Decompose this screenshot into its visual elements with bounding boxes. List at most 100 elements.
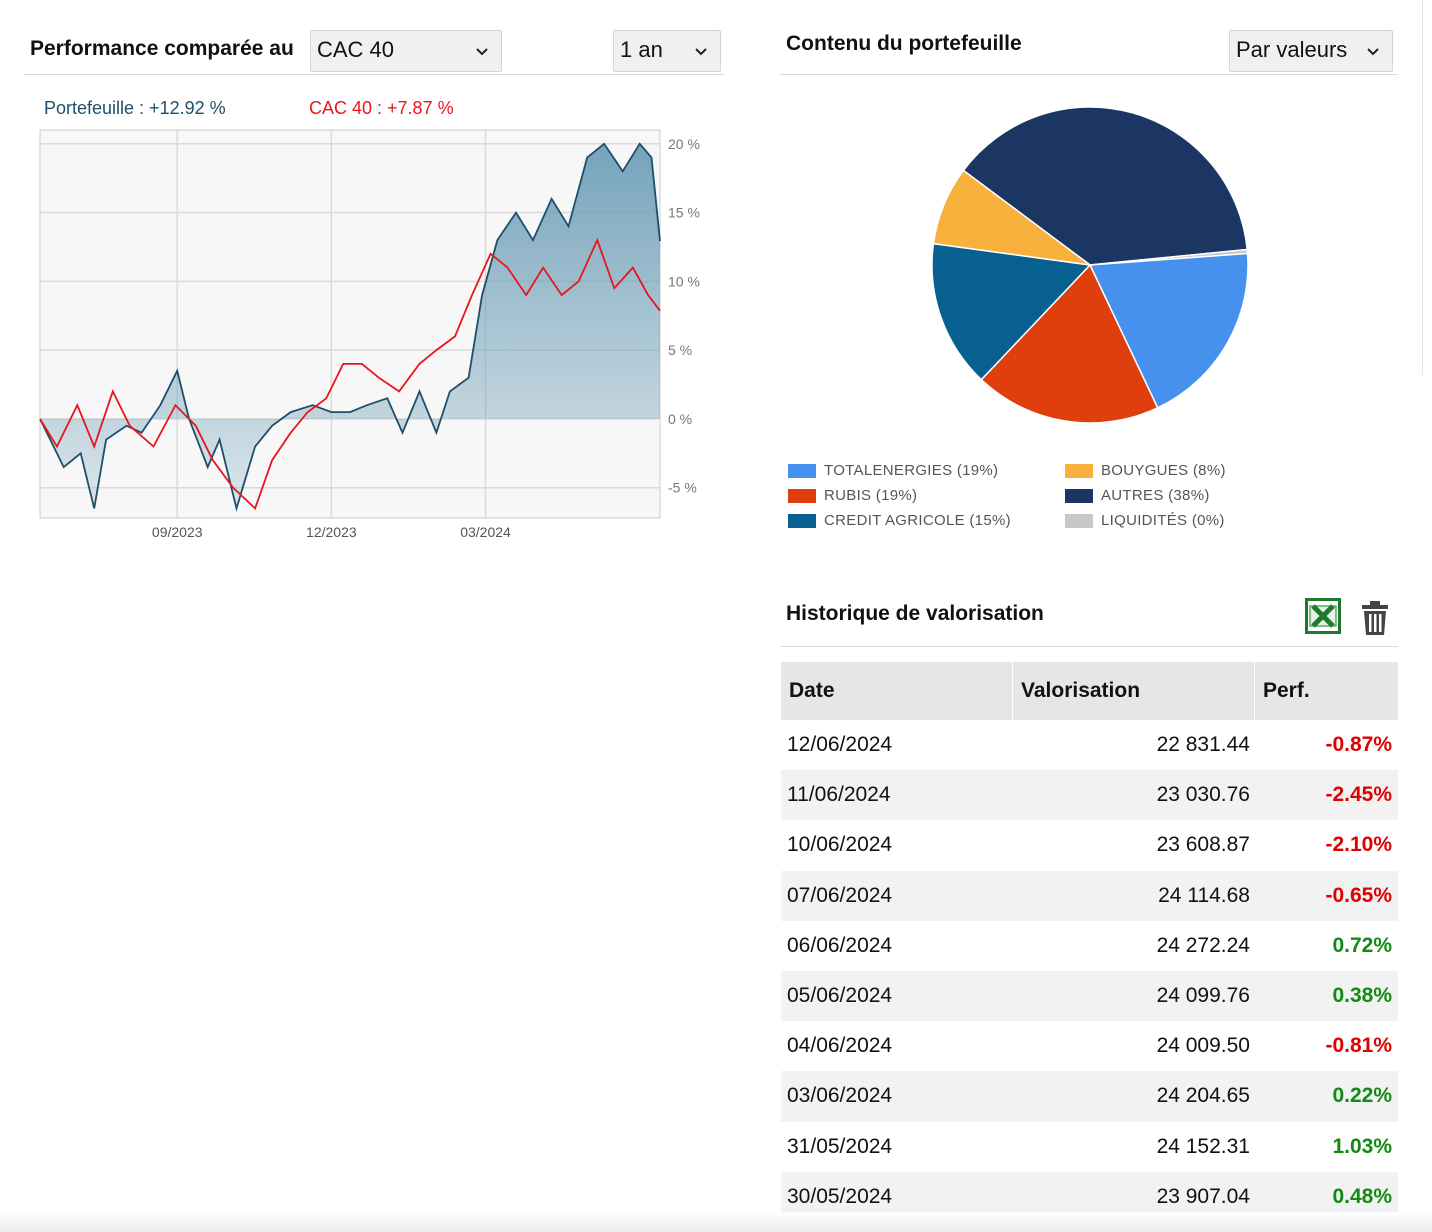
- table-row: 31/05/2024 24 152.31 1.03%: [781, 1122, 1398, 1172]
- y-tick-label: 5 %: [668, 342, 692, 358]
- legend-label: CREDIT AGRICOLE (15%): [824, 512, 1011, 529]
- legend-swatch: [788, 463, 816, 478]
- legend-item: AUTRES (38%): [1065, 487, 1210, 504]
- performance-header: Performance comparée au CAC 40 1 an: [24, 28, 724, 75]
- cell-perf: -0.87%: [1325, 733, 1392, 756]
- chevron-down-icon: [476, 48, 488, 56]
- cell-perf: 1.03%: [1332, 1134, 1392, 1158]
- cell-date: 07/06/2024: [787, 883, 893, 907]
- cell-valorisation: 24 272.24: [1156, 933, 1250, 957]
- history-header: Historique de valorisation: [780, 596, 1398, 647]
- bottom-shadow: [0, 1212, 1432, 1232]
- chevron-down-icon: [695, 48, 707, 56]
- period-select[interactable]: 1 an: [613, 30, 721, 72]
- portfolio-pie-chart: [931, 106, 1249, 424]
- legend-item: LIQUIDITÉS (0%): [1065, 512, 1225, 529]
- cell-perf: 0.48%: [1332, 1184, 1392, 1208]
- view-select[interactable]: Par valeurs: [1229, 30, 1393, 72]
- cell-valorisation: 24 114.68: [1158, 883, 1250, 907]
- legend-label: TOTALENERGIES (19%): [824, 462, 999, 479]
- x-tick-label: 03/2024: [460, 524, 511, 540]
- portfolio-title: Contenu du portefeuille: [786, 32, 1022, 55]
- cell-date: 12/06/2024: [787, 733, 893, 756]
- legend-swatch: [788, 513, 816, 528]
- cell-perf: -0.81%: [1325, 1034, 1392, 1058]
- y-tick-label: 20 %: [668, 136, 700, 152]
- legend-item: BOUYGUES (8%): [1065, 462, 1226, 479]
- table-row: 10/06/2024 23 608.87 -2.10%: [781, 820, 1398, 870]
- y-tick-label: 0 %: [668, 411, 692, 427]
- excel-export-icon[interactable]: [1305, 598, 1341, 634]
- cell-valorisation: 24 099.76: [1156, 983, 1250, 1007]
- pie-slice[interactable]: [932, 169, 1093, 267]
- legend-label: RUBIS (19%): [824, 487, 918, 504]
- cell-date: 05/06/2024: [787, 983, 893, 1007]
- cell-valorisation: 24 204.65: [1156, 1084, 1250, 1108]
- portfolio-header: Contenu du portefeuille Par valeurs: [780, 28, 1398, 75]
- cell-date: 04/06/2024: [787, 1034, 893, 1058]
- performance-chart: Portefeuille : +12.92 % CAC 40 : +7.87 %…: [39, 98, 700, 540]
- panel-edge: [1422, 0, 1423, 375]
- portfolio-area: [40, 143, 660, 509]
- cell-valorisation: 24 152.31: [1156, 1134, 1250, 1158]
- column-separator: [1254, 662, 1255, 720]
- column-header-date[interactable]: Date: [789, 679, 835, 702]
- cell-valorisation: 23 608.87: [1156, 833, 1250, 857]
- pie-legend: TOTALENERGIES (19%) RUBIS (19%) CREDIT AGR…: [788, 462, 1288, 542]
- legend-swatch: [788, 488, 816, 503]
- legend-swatch: [1065, 513, 1093, 528]
- table-body: 12/06/2024 22 831.44 -0.87% 11/06/2024 23 03…: [781, 720, 1398, 1222]
- cell-perf: 0.38%: [1332, 983, 1392, 1007]
- pie-slice[interactable]: [931, 242, 1092, 381]
- cell-date: 11/06/2024: [787, 783, 891, 807]
- legend-portfolio: Portefeuille : +12.92 %: [44, 98, 226, 118]
- column-header-perf[interactable]: Perf.: [1263, 679, 1310, 702]
- table-header: Date Valorisation Perf.: [781, 662, 1398, 720]
- legend-item: CREDIT AGRICOLE (15%): [788, 512, 1011, 529]
- cell-date: 10/06/2024: [787, 833, 893, 857]
- legend-label: LIQUIDITÉS (0%): [1101, 512, 1225, 529]
- cell-perf: -0.65%: [1325, 883, 1392, 907]
- index-select[interactable]: CAC 40: [310, 30, 502, 72]
- cell-valorisation: 22 831.44: [1156, 733, 1250, 756]
- cell-date: 06/06/2024: [787, 933, 893, 957]
- cell-valorisation: 23 907.04: [1156, 1184, 1250, 1208]
- performance-title: Performance comparée au: [30, 37, 294, 60]
- y-tick-label: 10 %: [668, 273, 700, 289]
- history-table: Date Valorisation Perf. 12/06/2024 22 831…: [781, 662, 1398, 1222]
- index-select-value: CAC 40: [317, 37, 395, 62]
- legend-item: TOTALENERGIES (19%): [788, 462, 998, 479]
- column-header-valorisation[interactable]: Valorisation: [1021, 679, 1141, 702]
- cell-date: 03/06/2024: [787, 1084, 893, 1108]
- y-tick-label: -5 %: [668, 480, 697, 496]
- table-row: 11/06/2024 23 030.76 -2.45%: [781, 770, 1398, 821]
- x-tick-label: 12/2023: [306, 524, 357, 540]
- history-title: Historique de valorisation: [786, 602, 1044, 625]
- cell-perf: -2.45%: [1325, 783, 1392, 807]
- legend-swatch: [1065, 488, 1093, 503]
- y-tick-label: 15 %: [668, 205, 700, 221]
- trash-icon[interactable]: [1359, 600, 1391, 636]
- cell-perf: 0.72%: [1332, 933, 1392, 957]
- cac40-line: [39, 237, 661, 511]
- table-row: 03/06/2024 24 204.65 0.22%: [781, 1071, 1398, 1122]
- pie-slice[interactable]: [962, 106, 1249, 266]
- table-row: 06/06/2024 24 272.24 0.72%: [781, 921, 1398, 971]
- table-row: 12/06/2024 22 831.44 -0.87%: [781, 720, 1398, 770]
- cell-perf: -2.10%: [1325, 833, 1392, 857]
- pie-slice[interactable]: [980, 263, 1159, 424]
- chevron-down-icon: [1367, 48, 1379, 56]
- view-select-value: Par valeurs: [1236, 37, 1348, 62]
- legend-label: BOUYGUES (8%): [1101, 462, 1226, 479]
- cell-perf: 0.22%: [1332, 1084, 1392, 1108]
- legend-label: AUTRES (38%): [1101, 487, 1210, 504]
- pie-slice[interactable]: [1088, 252, 1249, 409]
- table-row: 05/06/2024 24 099.76 0.38%: [781, 970, 1398, 1022]
- table-row: 07/06/2024 24 114.68 -0.65%: [781, 870, 1398, 921]
- legend-swatch: [1065, 463, 1093, 478]
- legend-index: CAC 40 : +7.87 %: [309, 98, 454, 118]
- cell-date: 30/05/2024: [787, 1184, 893, 1208]
- column-separator: [1012, 662, 1013, 720]
- cell-valorisation: 24 009.50: [1156, 1034, 1250, 1058]
- table-row: 04/06/2024 24 009.50 -0.81%: [781, 1021, 1398, 1071]
